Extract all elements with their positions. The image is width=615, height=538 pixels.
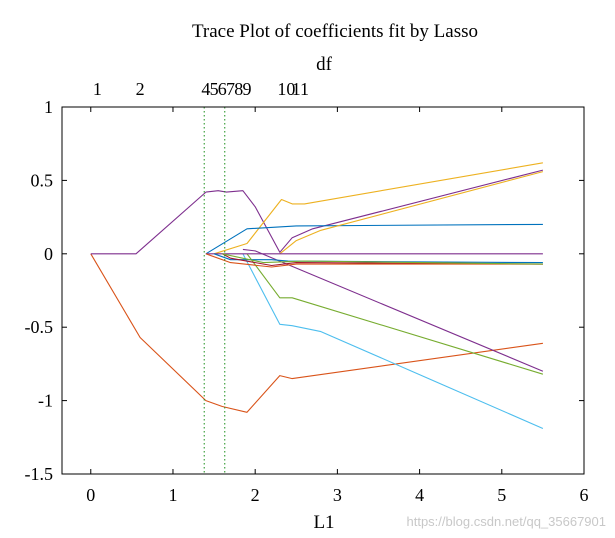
series-line-2	[90, 169, 544, 255]
y-tick-label: -0.5	[25, 317, 54, 337]
series-line-7	[246, 253, 544, 375]
df-tick-label: 1	[93, 79, 102, 99]
x-tick-label: 2	[251, 485, 260, 505]
series-lines	[90, 162, 544, 430]
series-line-1	[90, 253, 543, 413]
series-line-3	[213, 162, 543, 255]
df-tick-label: 10	[277, 79, 295, 99]
watermark: https://blog.csdn.net/qq_35667901	[407, 514, 607, 529]
y-tick-label: 0	[44, 244, 53, 264]
series-line-11	[222, 253, 543, 267]
x-tick-label: 4	[415, 485, 424, 505]
y-tick-label: 1	[44, 97, 53, 117]
df-tick-label: 7	[226, 79, 235, 99]
series-line-10	[213, 253, 543, 264]
y-tick-label: -1	[38, 391, 53, 411]
series-line-13	[222, 253, 543, 265]
df-tick-label: 8	[234, 79, 243, 99]
df-tick-label: 2	[136, 79, 145, 99]
reference-lines	[203, 107, 226, 474]
x-tick-label: 6	[580, 485, 589, 505]
y-tick-label: -1.5	[25, 464, 54, 484]
series-line-5	[279, 171, 544, 255]
x-tick-label: 3	[333, 485, 342, 505]
top-axis-label: df	[316, 54, 333, 75]
series-line-6	[242, 253, 544, 430]
y-tick-label: 0.5	[31, 170, 54, 190]
series-line-12	[205, 253, 543, 268]
df-tick-label: 5	[210, 79, 219, 99]
df-tick-label: 4	[201, 79, 210, 99]
series-line-8	[242, 248, 544, 372]
df-tick-label: 11	[292, 79, 309, 99]
df-tick-label: 6	[218, 79, 227, 99]
plot-frame	[61, 106, 585, 475]
x-tick-label: 5	[497, 485, 506, 505]
x-tick-label: 0	[86, 485, 95, 505]
df-tick-label: 9	[242, 79, 251, 99]
series-line-4	[205, 223, 543, 255]
chart-title: Trace Plot of coefficients fit by Lasso	[192, 21, 478, 42]
x-axis-label: L1	[313, 512, 334, 533]
x-tick-label: 1	[168, 485, 177, 505]
